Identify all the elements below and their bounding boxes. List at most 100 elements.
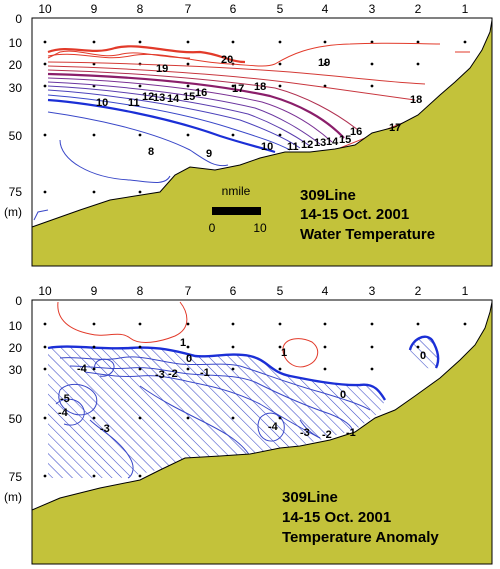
label-minus3-c: -3 <box>300 427 310 439</box>
label-minus3-a: -3 <box>155 369 165 381</box>
top-caption-line2: 14-15 Oct. 2001 <box>300 206 409 223</box>
top-station-axis: 10 9 8 7 6 5 4 3 2 1 <box>38 2 468 16</box>
contour-minus4-c <box>257 412 285 442</box>
contour-minus3 <box>84 371 321 439</box>
b-station-6-label: 6 <box>230 284 237 298</box>
label-plus1-a: 1 <box>180 337 186 349</box>
b-station-10-label: 10 <box>38 284 52 298</box>
negative-anomaly-hatch-small <box>410 336 439 369</box>
contour-minus5 <box>58 383 98 416</box>
label-17b: 17 <box>389 122 401 134</box>
depth-20-label: 20 <box>9 58 23 72</box>
label-11: 11 <box>128 97 140 109</box>
contour-minus3-b <box>89 419 134 479</box>
label-12: 12 <box>142 91 154 103</box>
contour-minus3-c <box>139 385 251 457</box>
depth-75-label: 75 <box>9 185 23 199</box>
label-15: 15 <box>183 91 195 103</box>
b-depth-75-label: 75 <box>9 470 23 484</box>
contour-18b <box>47 61 426 85</box>
label-16: 16 <box>195 87 207 99</box>
label-plus1-b: 1 <box>281 347 287 359</box>
contour-12 <box>47 89 301 149</box>
top-caption: 309Line 14-15 Oct. 2001 Water Temperatur… <box>300 187 435 243</box>
label-minus1-a: -1 <box>200 367 210 379</box>
bottom-caption-line1: 309Line <box>282 489 338 506</box>
top-contour-labels: 20 19 19 17 18 18 17 10 11 12 13 14 15 1… <box>96 54 422 160</box>
station-4-label: 4 <box>322 2 329 16</box>
scale-end-label: 10 <box>253 221 267 235</box>
label-minus5: -5 <box>60 393 70 405</box>
bottom-depth-axis: 0 10 20 30 50 75 (m) <box>4 294 22 504</box>
temperature-anomaly-panel: 10 9 8 7 6 5 4 3 2 1 0 10 20 30 50 75 (m… <box>4 284 493 565</box>
depth-30-label: 30 <box>9 81 23 95</box>
top-sample-dots <box>43 40 467 194</box>
bottom-caption-line2: 14-15 Oct. 2001 <box>282 509 391 526</box>
contour-18 <box>47 65 416 101</box>
b-depth-unit-label: (m) <box>4 490 22 504</box>
label-9: 9 <box>206 148 212 160</box>
bottom-seabed-land <box>31 301 493 565</box>
contour-minus4-b <box>55 398 85 426</box>
label-zero-a: 0 <box>186 353 192 365</box>
label-17a: 17 <box>232 83 244 95</box>
contour-minus4-a <box>94 358 115 377</box>
contour-8 <box>59 139 171 183</box>
contour-10 <box>47 98 276 154</box>
negative-anomaly-hatch <box>48 346 385 478</box>
station-3-label: 3 <box>369 2 376 16</box>
bottom-caption: 309Line 14-15 Oct. 2001 Temperature Anom… <box>282 489 439 546</box>
station-1-label: 1 <box>462 2 469 16</box>
contour-16 <box>47 72 345 139</box>
label-minus2-b: -2 <box>322 429 332 441</box>
station-9-label: 9 <box>91 2 98 16</box>
station-6-label: 6 <box>230 2 237 16</box>
contour-bottom-cold <box>33 209 49 221</box>
contour-15 <box>47 77 333 143</box>
b-depth-30-label: 30 <box>9 363 23 377</box>
bottom-contours <box>47 301 440 479</box>
station-8-label: 8 <box>137 2 144 16</box>
label-minus2-a: -2 <box>168 368 178 380</box>
b-station-5-label: 5 <box>277 284 284 298</box>
label-19b: 19 <box>318 57 330 69</box>
label-14b: 14 <box>326 136 339 148</box>
bottom-contour-labels: 1 1 0 0 0 -4 -3 -2 -1 -5 -4 -3 -4 -3 -2 … <box>58 337 426 441</box>
station-7-label: 7 <box>185 2 192 16</box>
b-station-4-label: 4 <box>322 284 329 298</box>
b-station-2-label: 2 <box>415 284 422 298</box>
label-minus4-a: -4 <box>77 363 88 375</box>
top-contours <box>33 42 470 221</box>
scale-start-label: 0 <box>209 221 216 235</box>
b-station-8-label: 8 <box>137 284 144 298</box>
label-20: 20 <box>221 54 233 66</box>
contour-20 <box>47 45 246 64</box>
station-5-label: 5 <box>277 2 284 16</box>
bottom-caption-line3: Temperature Anomaly <box>282 529 439 546</box>
water-temperature-panel: 10 9 8 7 6 5 4 3 2 1 0 10 20 30 50 75 (m… <box>4 2 493 267</box>
label-15b: 15 <box>339 134 351 146</box>
label-10b: 10 <box>261 141 273 153</box>
contour-minus2 <box>69 365 353 431</box>
top-depth-axis: 0 10 20 30 50 75 (m) <box>4 12 22 219</box>
contour-minus2-b <box>299 419 321 439</box>
label-10a: 10 <box>96 97 108 109</box>
b-station-3-label: 3 <box>369 284 376 298</box>
contour-11 <box>47 94 291 151</box>
label-minus3-b: -3 <box>100 423 110 435</box>
contour-19 <box>47 42 441 67</box>
label-minus4-b: -4 <box>58 407 69 419</box>
label-12b: 12 <box>301 139 313 151</box>
b-depth-10-label: 10 <box>9 319 23 333</box>
label-8: 8 <box>148 146 154 158</box>
label-18a: 18 <box>254 81 266 93</box>
label-18b: 18 <box>410 94 422 106</box>
top-caption-line1: 309Line <box>300 187 356 204</box>
contour-minus1 <box>59 356 371 411</box>
top-seabed-land <box>31 19 493 267</box>
top-scale-bar: nmile 0 10 <box>209 184 267 235</box>
depth-50-label: 50 <box>9 129 23 143</box>
label-zero-b: 0 <box>340 389 346 401</box>
label-14: 14 <box>167 93 180 105</box>
b-station-9-label: 9 <box>91 284 98 298</box>
